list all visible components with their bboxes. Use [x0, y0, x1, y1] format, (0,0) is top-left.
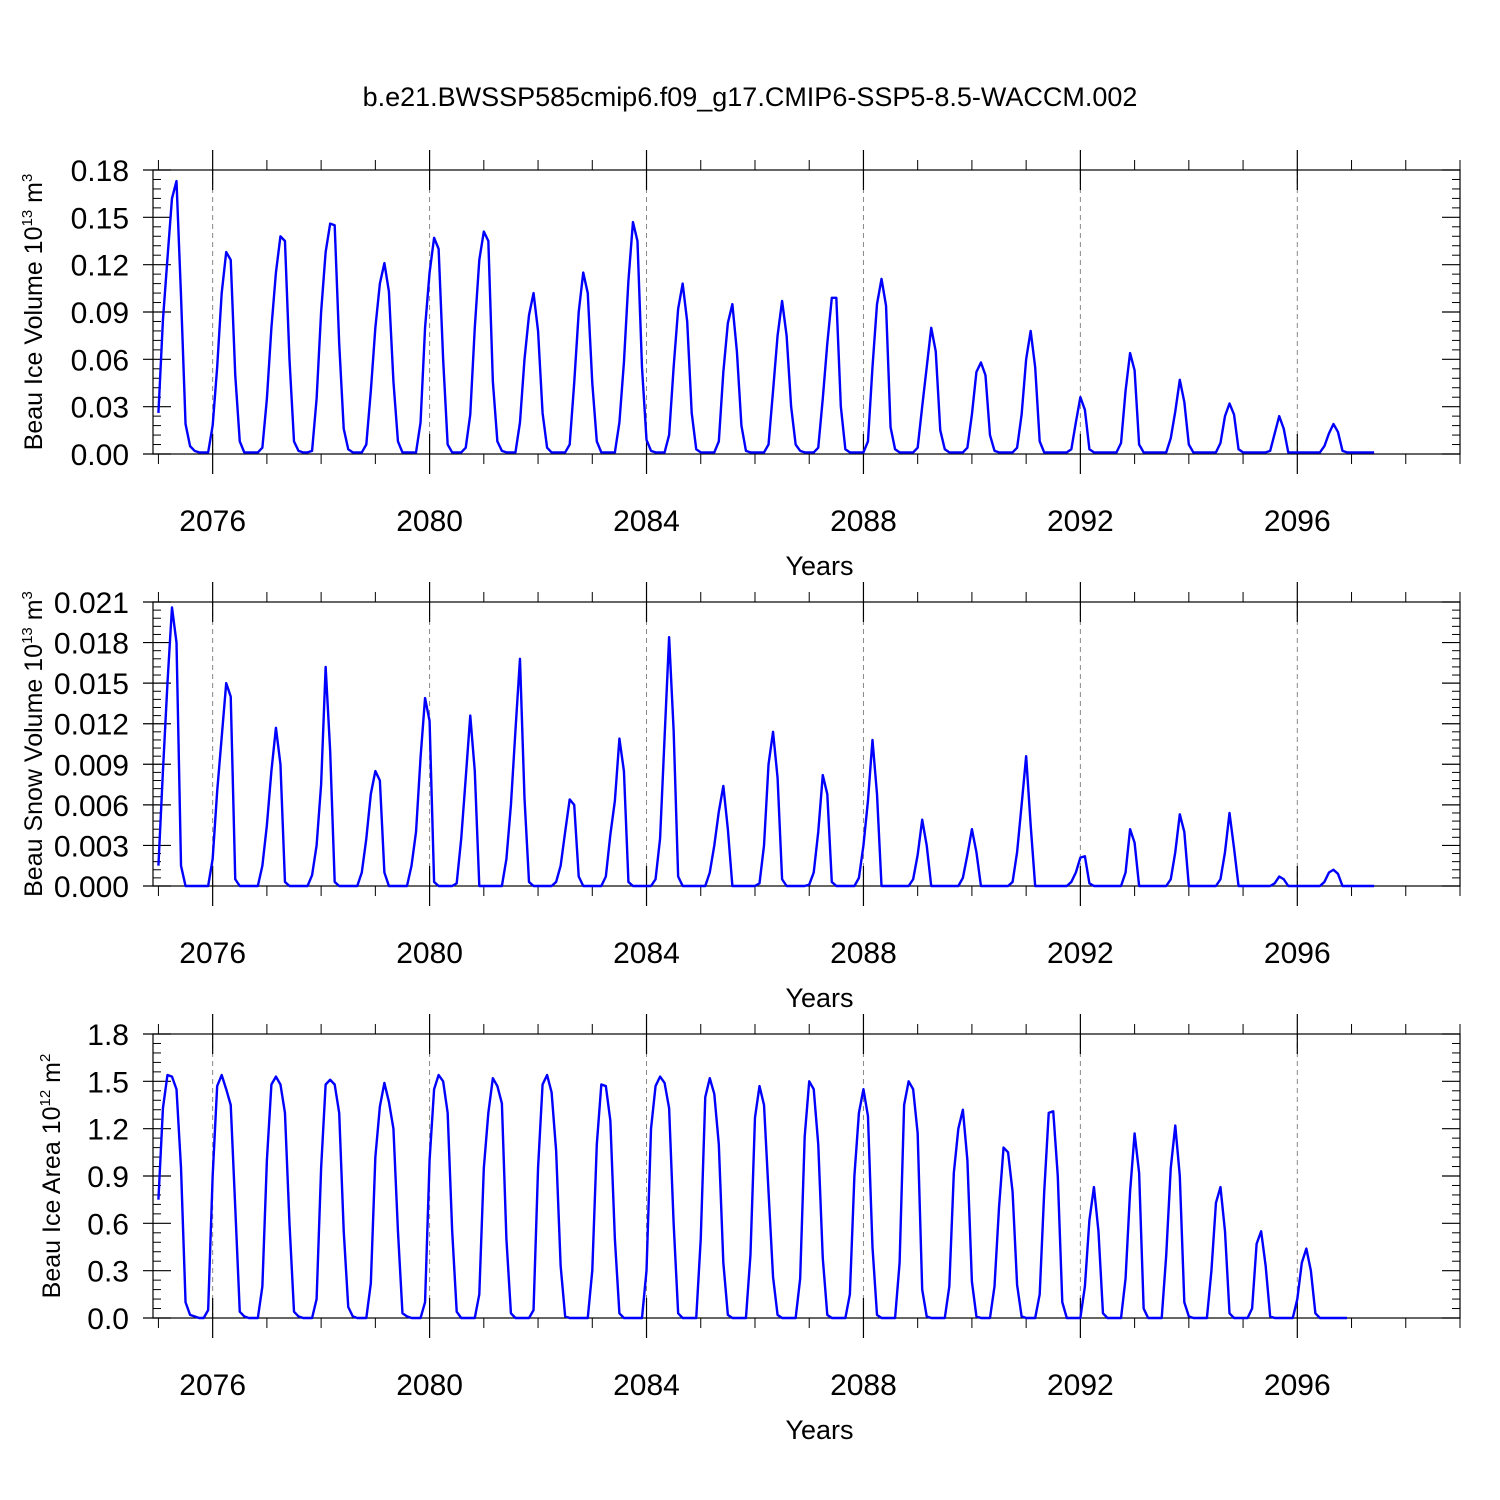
- y-axis-label-part: 2: [37, 1054, 54, 1062]
- x-tick-label: 2076: [179, 505, 246, 538]
- y-tick-label: 0.009: [54, 749, 129, 782]
- y-tick-label: 0.06: [71, 344, 129, 377]
- y-tick-label: 0.18: [71, 155, 129, 188]
- y-tick-label: 0.3: [87, 1256, 129, 1289]
- y-tick-label: 0.012: [54, 709, 129, 742]
- y-tick-label: 0.006: [54, 790, 129, 823]
- x-tick-label: 2088: [830, 937, 897, 970]
- y-tick-label: 1.5: [87, 1066, 129, 1099]
- y-tick-label: 0.6: [87, 1208, 129, 1241]
- y-tick-label: 0.021: [54, 587, 129, 620]
- y-tick-label: 0.00: [71, 439, 129, 472]
- x-tick-label: 2076: [179, 1369, 246, 1402]
- y-axis-label-part: m: [20, 182, 48, 210]
- y-tick-label: 0.015: [54, 668, 129, 701]
- y-axis-label-part: 13: [19, 627, 36, 644]
- panel-1: 0.00 0.03 0.06 0.09 0.12 0.15 0.18 2076 2080 2084…: [19, 150, 1461, 581]
- x-tick-label: 2084: [613, 505, 680, 538]
- y-axis-label-part: Beau Snow Volume 10: [20, 644, 48, 897]
- x-tick-label: 2084: [613, 937, 680, 970]
- plot-frame: [152, 169, 1461, 455]
- y-axis-label: Beau Snow Volume 1013 m3: [19, 591, 48, 897]
- y-tick-label: 0.09: [71, 297, 129, 330]
- y-axis-label-part: 3: [19, 174, 36, 182]
- y-tick-label: 0.12: [71, 250, 129, 283]
- y-axis-label-part: Beau Ice Volume 10: [20, 227, 48, 451]
- y-axis-label-part: m: [38, 1062, 66, 1090]
- x-axis-label: Years: [785, 983, 853, 1013]
- panel-3: 0.0 0.3 0.6 0.9 1.2 1.5 1.8 2076 2080 2084 2088 209…: [37, 1014, 1461, 1445]
- y-tick-label: 0.000: [54, 871, 129, 904]
- y-tick-label: 0.003: [54, 830, 129, 863]
- y-axis-label-part: 13: [19, 210, 36, 227]
- series-line: [157, 179, 1375, 454]
- x-tick-label: 2080: [396, 505, 463, 538]
- series-line: [157, 1073, 1348, 1320]
- y-tick-label: 0.0: [87, 1303, 129, 1336]
- y-tick-label: 0.03: [71, 392, 129, 425]
- x-tick-label: 2092: [1047, 1369, 1114, 1402]
- y-tick-label: 0.15: [71, 202, 129, 235]
- x-tick-label: 2080: [396, 1369, 463, 1402]
- x-tick-label: 2076: [179, 937, 246, 970]
- x-axis-label: Years: [785, 551, 853, 581]
- y-axis-label-part: Beau Ice Area 10: [38, 1107, 66, 1299]
- y-axis-label: Beau Ice Volume 1013 m3: [19, 174, 48, 451]
- x-tick-label: 2096: [1264, 505, 1331, 538]
- y-tick-label: 1.8: [87, 1019, 129, 1052]
- x-tick-label: 2096: [1264, 1369, 1331, 1402]
- plot-frame: [152, 1033, 1461, 1319]
- figure-title: b.e21.BWSSP585cmip6.f09_g17.CMIP6-SSP5-8…: [363, 82, 1138, 112]
- y-axis-label-part: 12: [37, 1090, 54, 1107]
- x-tick-label: 2096: [1264, 937, 1331, 970]
- y-tick-label: 0.9: [87, 1161, 129, 1194]
- x-tick-label: 2084: [613, 1369, 680, 1402]
- x-tick-label: 2092: [1047, 937, 1114, 970]
- x-tick-label: 2092: [1047, 505, 1114, 538]
- x-axis-label: Years: [785, 1415, 853, 1445]
- y-axis-label: Beau Ice Area 1012 m2: [37, 1054, 66, 1299]
- series-line: [157, 606, 1375, 888]
- panel-2: 0.000 0.003 0.006 0.009 0.012 0.015 0.018 0.021…: [19, 582, 1461, 1013]
- y-tick-label: 0.018: [54, 628, 129, 661]
- x-tick-label: 2088: [830, 1369, 897, 1402]
- x-tick-label: 2080: [396, 937, 463, 970]
- x-tick-label: 2088: [830, 505, 897, 538]
- y-axis-label-part: m: [20, 599, 48, 627]
- y-axis-label-part: 3: [19, 591, 36, 599]
- plot-frame: [152, 601, 1461, 887]
- y-tick-label: 1.2: [87, 1114, 129, 1147]
